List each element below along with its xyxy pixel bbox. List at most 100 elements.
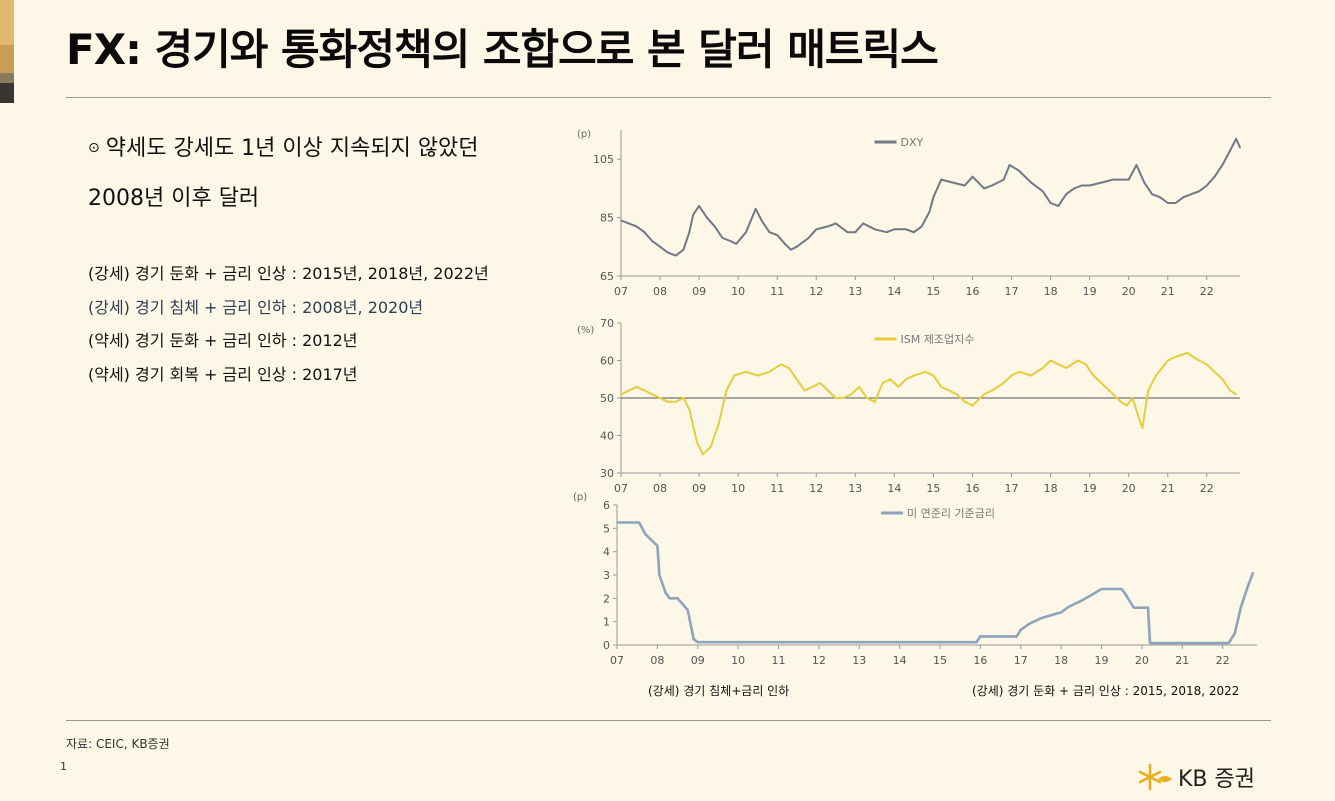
data-point	[1057, 205, 1060, 207]
series-line	[620, 352, 1237, 456]
data-point	[893, 228, 896, 231]
data-point	[1127, 178, 1130, 181]
data-point	[635, 225, 638, 228]
data-point	[1190, 193, 1193, 196]
y-tick-label: 70	[600, 317, 614, 330]
data-point	[664, 591, 667, 594]
data-point	[1235, 393, 1237, 396]
x-tick-label: 16	[973, 654, 987, 667]
data-point	[1135, 164, 1138, 166]
legend-label: ISM 제조업지수	[901, 333, 975, 346]
data-point	[754, 207, 757, 210]
data-point	[1227, 642, 1230, 645]
accent-strip-1	[0, 0, 14, 45]
data-point	[1147, 606, 1149, 609]
data-point	[971, 404, 974, 407]
data-point	[688, 231, 691, 234]
y-tick-label: 30	[600, 467, 614, 480]
data-point	[1174, 355, 1177, 358]
data-point	[776, 234, 779, 237]
x-tick-label: 11	[770, 482, 784, 495]
data-point	[666, 251, 669, 254]
data-point	[1166, 359, 1169, 362]
data-point	[1084, 363, 1087, 366]
data-point	[1030, 374, 1032, 377]
data-point	[1252, 571, 1254, 574]
data-point	[1124, 593, 1127, 596]
x-tick-label: 17	[1005, 482, 1019, 495]
series-line	[617, 521, 1255, 645]
data-point	[1104, 385, 1107, 388]
data-point	[948, 389, 950, 392]
data-point	[616, 521, 618, 524]
brand-name: KB 증권	[1178, 767, 1255, 792]
data-point	[756, 374, 759, 377]
x-tick-label: 22	[1200, 482, 1214, 495]
data-point	[1040, 617, 1042, 620]
data-point	[656, 544, 659, 547]
data-point	[1008, 164, 1011, 166]
data-point	[873, 400, 876, 403]
legend-label: 미 연준리 기준금리	[907, 507, 995, 520]
data-point	[643, 231, 646, 234]
data-point	[815, 228, 818, 231]
data-point	[963, 400, 966, 403]
data-point	[1205, 363, 1208, 366]
data-point	[1120, 588, 1123, 590]
data-point	[885, 231, 888, 234]
kb-star-logo-icon	[1138, 763, 1172, 791]
y-tick-label: 85	[600, 212, 614, 225]
x-tick-label: 17	[1005, 285, 1019, 298]
data-point	[696, 442, 699, 444]
data-point	[913, 374, 915, 377]
data-point	[905, 378, 907, 381]
chart-footnote-right: (강세) 경기 둔화 + 금리 인상 : 2015, 2018, 2022	[972, 684, 1240, 698]
y-unit-label: (%)	[577, 325, 594, 336]
x-tick-label: 10	[731, 285, 745, 298]
y-tick-label: 65	[600, 270, 614, 283]
dxy-chart: 65 85 105 07 08 09 10 11 12 13 14 15 16 17 18 19 20 21 22 (…	[577, 129, 1241, 298]
data-point	[795, 378, 798, 381]
data-point	[1112, 178, 1114, 181]
data-point	[1068, 605, 1071, 608]
data-point	[1186, 352, 1189, 354]
data-point	[644, 533, 647, 536]
data-point	[713, 225, 716, 228]
x-tick-label: 14	[887, 482, 901, 495]
data-point	[735, 242, 738, 245]
ism-chart: 30 40 50 60 70 07 08 09 10 11 12 13 14 15 16 17 18 19 20 21…	[577, 317, 1240, 495]
x-tick-label: 21	[1161, 285, 1175, 298]
data-point	[1100, 181, 1103, 184]
data-point	[1092, 592, 1095, 595]
y-unit-label: (p)	[573, 492, 587, 503]
page-title: FX: 경기와 통화정책의 조합으로 본 달러 매트릭스	[66, 25, 939, 74]
data-point	[940, 178, 943, 181]
x-tick-label: 09	[692, 285, 706, 298]
x-tick-label: 09	[692, 482, 706, 495]
x-tick-label: 09	[691, 654, 705, 667]
x-tick-label: 16	[965, 482, 979, 495]
data-point	[1149, 642, 1151, 645]
data-point	[696, 641, 699, 644]
brand-logo: KB 증권	[1138, 762, 1255, 792]
x-tick-label: 17	[1014, 654, 1028, 667]
data-point	[635, 385, 638, 388]
x-tick-label: 18	[1044, 482, 1058, 495]
data-point	[1147, 389, 1150, 392]
accent-strip-4	[0, 83, 14, 103]
data-point	[1002, 178, 1005, 181]
data-point	[650, 539, 653, 541]
source-note: 자료: CEIC, KB증권	[66, 737, 170, 751]
data-point	[795, 245, 798, 248]
data-point	[983, 187, 986, 190]
x-tick-label: 21	[1161, 482, 1175, 495]
x-tick-label: 10	[731, 654, 745, 667]
data-point	[1141, 427, 1144, 429]
x-tick-label: 19	[1083, 482, 1097, 495]
data-point	[1198, 359, 1200, 362]
data-point	[733, 374, 736, 377]
x-tick-label: 22	[1200, 285, 1214, 298]
data-point	[620, 219, 622, 222]
